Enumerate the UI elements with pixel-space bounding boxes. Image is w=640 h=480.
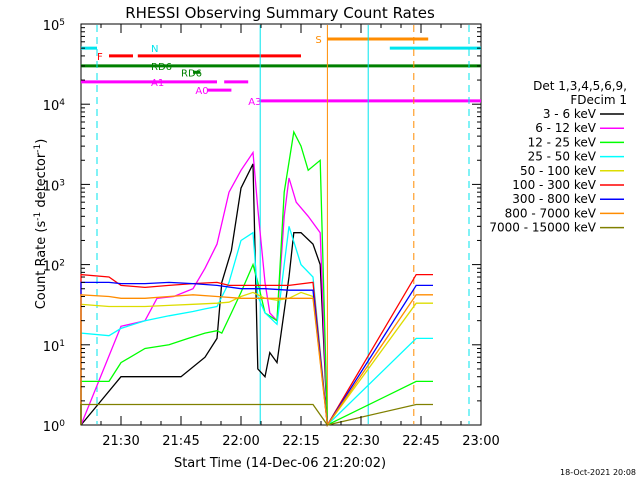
y-tick-label-exp: 0	[59, 419, 65, 429]
x-tick-label: 22:30	[342, 434, 379, 449]
y-axis-label-end: )	[34, 139, 49, 144]
flag-label: A3	[248, 97, 261, 108]
count-rate-series	[80, 129, 433, 428]
flag-label: N	[151, 44, 158, 55]
flag-label: S	[315, 35, 321, 46]
legend-label: 3 - 6 keV	[543, 107, 597, 121]
chart-title: RHESSI Observing Summary Count Rates	[125, 4, 435, 22]
instrument-flags: N F S RD6 RD6 A1 A0 A3	[81, 35, 481, 108]
series-line	[80, 226, 433, 427]
y-axis-label-main: Count Rate (s	[34, 221, 49, 310]
y-tick-label: 103	[43, 178, 65, 194]
series-line	[80, 294, 433, 427]
legend-header-line-1: Det 1,3,4,5,6,9,	[533, 79, 627, 93]
y-axis-label-sup1: -1	[33, 212, 43, 221]
legend-label: 6 - 12 keV	[535, 121, 597, 135]
y-tick-label-base: 10	[43, 420, 60, 435]
flag-label: RD6	[181, 68, 202, 79]
legend-header-line-2: FDecim 1	[570, 93, 627, 107]
flag-label: A0	[195, 86, 208, 97]
x-tick-label: 23:00	[462, 434, 499, 449]
y-tick-label-exp: 2	[59, 259, 65, 269]
legend-label: 800 - 7000 keV	[505, 206, 597, 220]
y-tick-label-base: 10	[43, 99, 60, 114]
y-tick-label-exp: 3	[59, 178, 65, 188]
flag-label: RD6	[151, 62, 172, 73]
plot-area: N F S RD6 RD6 A1 A0 A3	[80, 23, 482, 428]
y-tick-label-exp: 4	[59, 98, 65, 108]
x-tick-label: 22:15	[282, 434, 319, 449]
legend-label: 100 - 300 keV	[512, 178, 596, 192]
x-axis: 21:30 21:45 22:00 22:15 22:30 22:45 23:00	[100, 24, 500, 449]
y-tick-label: 104	[43, 98, 66, 114]
y-axis-label-mid: detector	[34, 152, 49, 212]
flag-label: F	[97, 52, 103, 63]
legend-label: 25 - 50 keV	[528, 150, 597, 164]
y-axis-label: Count Rate (s-1 detector-1)	[33, 139, 49, 310]
legend-label: 300 - 800 keV	[512, 192, 596, 206]
attenuator-lines	[96, 25, 470, 424]
y-tick-label: 101	[43, 339, 65, 355]
plot-frame	[80, 23, 482, 426]
y-tick-label: 102	[43, 259, 65, 275]
legend-label: 12 - 25 keV	[528, 135, 597, 149]
x-tick-label: 21:45	[162, 434, 199, 449]
y-tick-label-base: 10	[43, 340, 60, 355]
x-tick-label: 21:30	[102, 434, 139, 449]
x-axis-label: Start Time (14-Dec-06 21:20:02)	[174, 456, 386, 471]
series-line	[80, 150, 329, 426]
legend-label: 7000 - 15000 keV	[489, 221, 596, 235]
x-tick-label: 22:00	[222, 434, 259, 449]
series-line	[80, 163, 329, 426]
series-line	[80, 291, 433, 427]
x-tick-label: 22:45	[402, 434, 439, 449]
y-tick-label: 105	[43, 18, 65, 34]
y-tick-label-exp: 1	[59, 339, 65, 349]
series-line	[80, 129, 433, 427]
y-tick-label-base: 10	[43, 179, 60, 194]
flag-label: A1	[151, 78, 164, 89]
y-tick-label: 100	[43, 419, 66, 435]
y-tick-label-exp: 5	[59, 18, 65, 28]
legend-label: 50 - 100 keV	[520, 164, 597, 178]
footer-date: 18-Oct-2021 20:08	[560, 468, 636, 477]
y-axis-label-sup2: -1	[33, 144, 43, 153]
y-tick-label-base: 10	[43, 19, 60, 34]
y-tick-label-base: 10	[43, 260, 60, 275]
series-line	[80, 403, 433, 426]
